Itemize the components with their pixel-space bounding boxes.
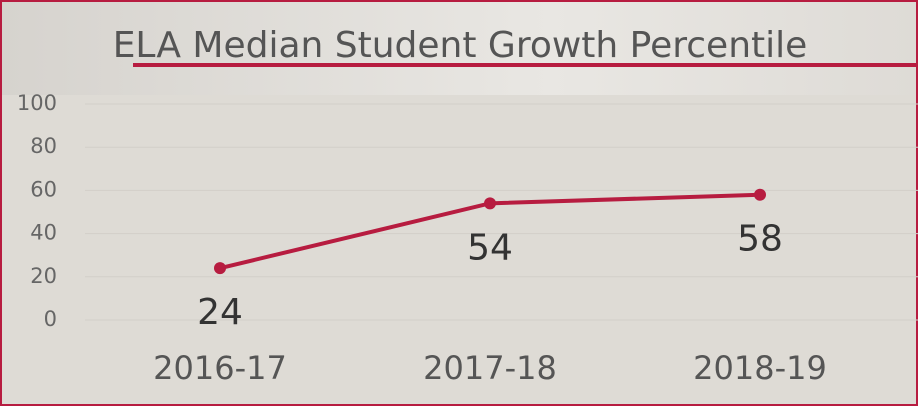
chart-title: ELA Median Student Growth Percentile xyxy=(113,25,808,66)
x-tick-label: 2018-19 xyxy=(693,349,827,387)
title-underline xyxy=(133,63,918,67)
y-tick-label: 80 xyxy=(30,134,57,158)
y-tick-label: 40 xyxy=(30,221,57,245)
y-tick-label: 100 xyxy=(17,91,57,115)
x-tick-label: 2017-18 xyxy=(423,349,557,387)
y-tick-label: 20 xyxy=(30,264,57,288)
data-label: 24 xyxy=(197,292,243,333)
x-tick-label: 2016-17 xyxy=(153,349,287,387)
y-tick-label: 60 xyxy=(30,177,57,201)
point xyxy=(214,262,226,275)
data-label: 58 xyxy=(737,219,783,260)
point xyxy=(754,188,766,201)
point xyxy=(484,197,496,210)
y-tick-label: 0 xyxy=(44,307,57,331)
header-band xyxy=(0,0,918,95)
data-label: 54 xyxy=(467,227,513,268)
